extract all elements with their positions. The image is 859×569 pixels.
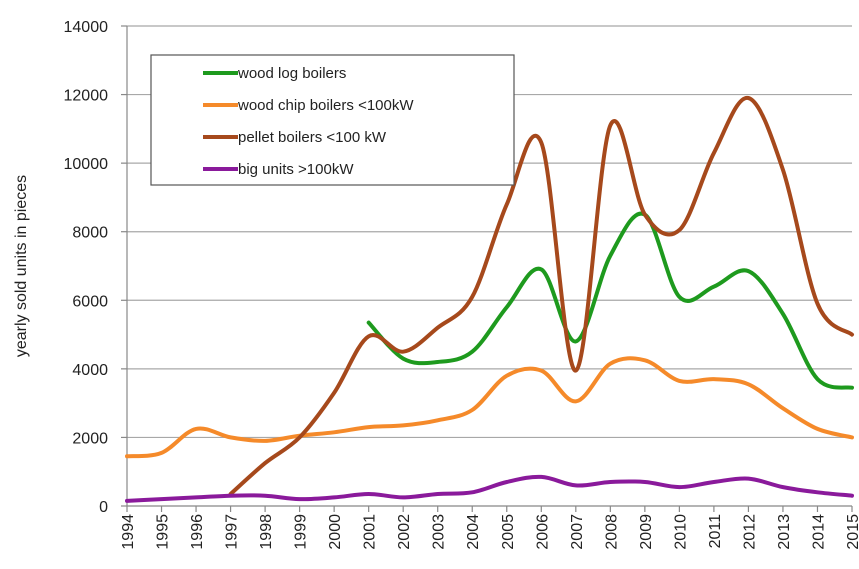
x-tick-label: 2012 [741,514,758,550]
y-tick-label: 10000 [64,156,109,173]
y-tick-label: 0 [99,499,108,516]
y-axis-label: yearly sold units in pieces [13,175,30,357]
x-tick-label: 2015 [845,514,859,550]
x-tick-label: 2007 [569,514,586,550]
series-line-1 [127,358,852,456]
x-tick-label: 2001 [362,514,379,550]
x-tick-label: 1999 [293,514,310,550]
x-tick-label: 2011 [707,514,724,549]
legend-label: pellet boilers <100 kW [238,129,387,146]
legend-label: wood log boilers [237,65,346,82]
x-tick-label: 2005 [500,514,517,550]
y-tick-label: 12000 [64,88,109,105]
legend-label: wood chip boilers <100kW [237,97,414,114]
x-tick-label: 2004 [465,514,482,550]
legend-label: big units >100kW [238,161,354,178]
y-tick-label: 14000 [64,19,109,36]
y-tick-label: 4000 [72,362,108,379]
x-tick-label: 1998 [258,514,275,550]
x-tick-label: 2009 [638,514,655,550]
x-tick-label: 2002 [396,514,413,550]
x-tick-label: 2006 [534,514,551,550]
x-tick-label: 1996 [189,514,206,550]
x-tick-label: 1994 [120,514,137,550]
x-tick-label: 2000 [327,514,344,550]
x-tick-label: 2010 [672,514,689,550]
x-tick-label: 2003 [431,514,448,550]
x-tick-label: 2013 [776,514,793,550]
x-tick-label: 1997 [224,514,241,550]
legend: wood log boilers wood chip boilers <100kW… [151,55,514,185]
x-tick-label: 1995 [155,514,172,550]
y-tick-label: 2000 [72,430,108,447]
x-tick-label: 2008 [603,514,620,550]
y-tick-label: 8000 [72,225,108,242]
y-tick-label: 6000 [72,293,108,310]
x-tick-label: 2014 [810,514,827,550]
